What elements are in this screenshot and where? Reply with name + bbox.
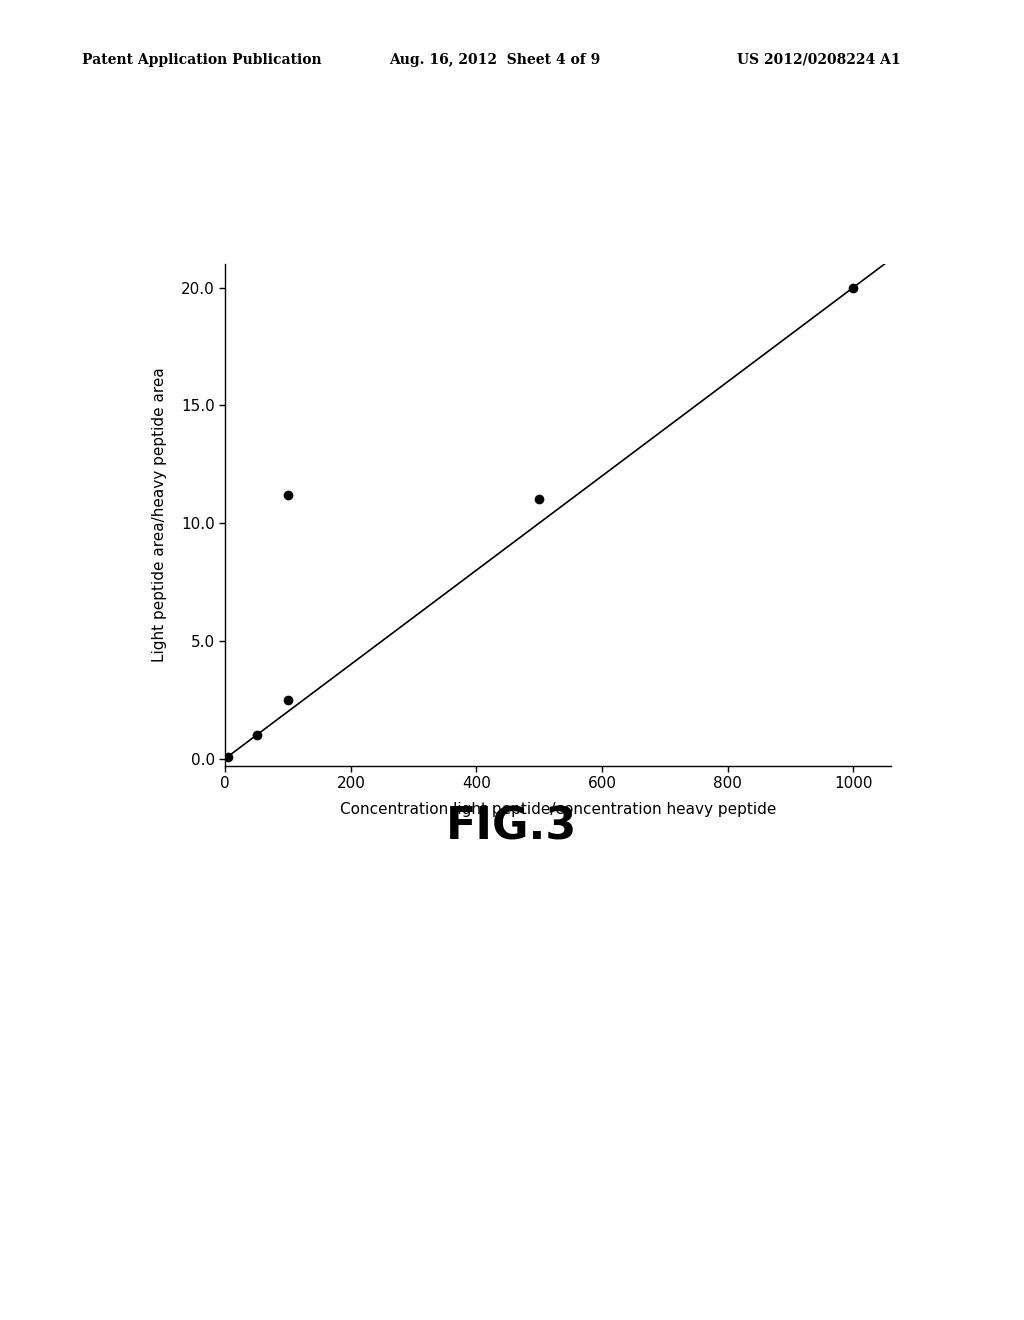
Text: Aug. 16, 2012  Sheet 4 of 9: Aug. 16, 2012 Sheet 4 of 9 <box>389 53 600 67</box>
Point <box>280 484 296 506</box>
Point <box>845 277 861 298</box>
X-axis label: Concentration light peptide/concentration heavy peptide: Concentration light peptide/concentratio… <box>340 803 776 817</box>
Point <box>280 689 296 710</box>
Point <box>220 747 237 768</box>
Point <box>531 488 548 510</box>
Text: US 2012/0208224 A1: US 2012/0208224 A1 <box>737 53 901 67</box>
Text: FIG.3: FIG.3 <box>446 805 578 849</box>
Y-axis label: Light peptide area/heavy peptide area: Light peptide area/heavy peptide area <box>153 367 167 663</box>
Point <box>249 725 265 746</box>
Text: Patent Application Publication: Patent Application Publication <box>82 53 322 67</box>
